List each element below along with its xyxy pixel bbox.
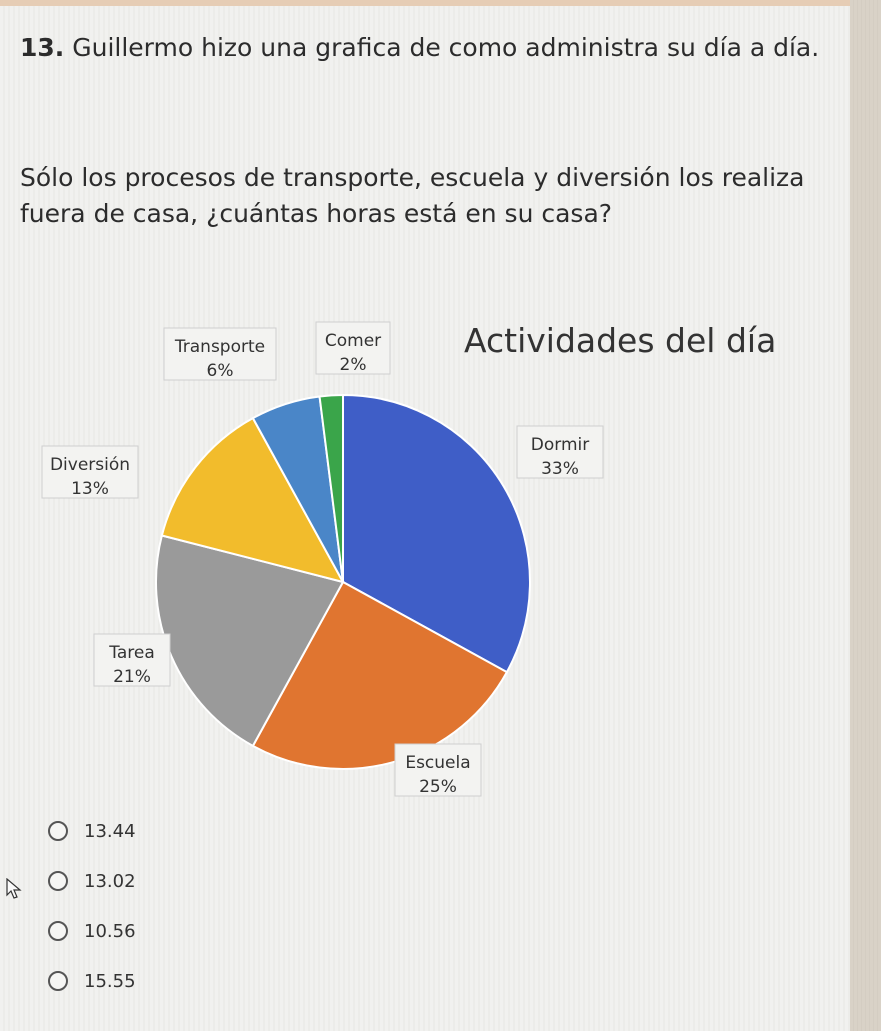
question-prompt: Sólo los procesos de transporte, escuela… [20,163,805,228]
label-box [516,425,604,479]
option-label: 13.44 [84,820,136,842]
radio-button[interactable] [48,921,68,941]
top-edge [0,0,881,8]
pie-slices [155,393,531,770]
slice-percent-label: 21% [113,667,151,687]
slice-label: Diversión [50,455,130,475]
slice-label: Dormir [531,435,589,455]
pie-chart: Actividades del día Dormir 33% Escuela 25% T… [41,321,776,797]
label-box [41,445,139,499]
question-intro: 13. Guillermo hizo una grafica de como a… [20,30,850,66]
pie-slice-comer [318,393,344,583]
option-label: 10.56 [84,920,136,942]
option-label: 13.02 [84,870,136,892]
pie-slice-diversion [160,416,345,584]
question-line1: Guillermo hizo una grafica de como admin… [72,33,820,62]
slice-label: Tarea [108,643,154,663]
label-box [93,633,171,687]
pie-labels: Dormir 33% Escuela 25% Tarea 21% Diversión 13% T… [41,321,604,797]
label-box [315,321,391,375]
slice-label: Transporte [174,337,265,357]
slice-percent-label: 25% [419,777,457,797]
slice-percent-label: 13% [71,479,109,499]
mouse-pointer-icon [6,878,22,899]
option-3[interactable]: 10.56 [48,918,136,944]
question-number: 13. [20,33,65,62]
option-4[interactable]: 15.55 [48,968,136,994]
slice-percent-label: 33% [541,459,579,479]
label-box [394,743,482,797]
chart-title: Actividades del día [464,321,776,360]
radio-button[interactable] [48,871,68,891]
pie-slice-tarea [155,534,345,748]
right-edge [850,0,881,1031]
option-1[interactable]: 13.44 [48,818,136,844]
slice-label: Escuela [405,753,470,773]
option-label: 15.55 [84,970,136,992]
slice-percent-label: 6% [207,361,234,381]
radio-button[interactable] [48,821,68,841]
pie-slice-dormir [342,393,531,674]
label-box [163,327,277,381]
slice-percent-label: 2% [340,355,367,375]
option-2[interactable]: 13.02 [48,868,136,894]
radio-button[interactable] [48,971,68,991]
slice-label: Comer [325,331,381,351]
